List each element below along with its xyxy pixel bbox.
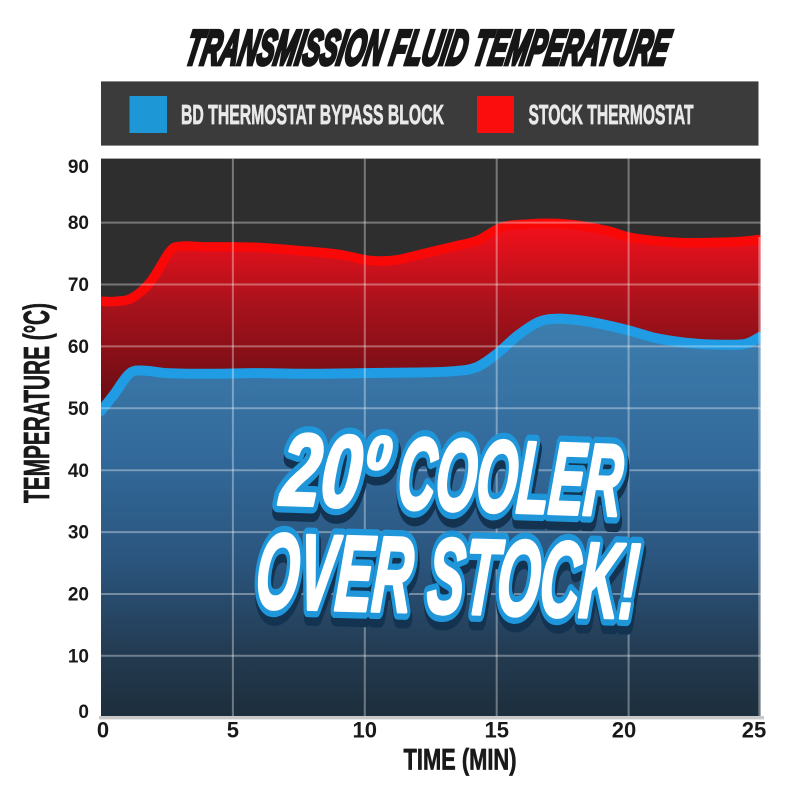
svg-text:40: 40 — [68, 461, 89, 482]
svg-text:20: 20 — [612, 718, 636, 743]
svg-text:0: 0 — [97, 718, 109, 743]
svg-text:0: 0 — [78, 702, 89, 723]
svg-text:OVER STOCK!: OVER STOCK! — [252, 511, 642, 641]
svg-text:COOLER: COOLER — [395, 424, 628, 545]
svg-text:15: 15 — [484, 718, 508, 743]
svg-text:TEMPERATURE (°C): TEMPERATURE (°C) — [16, 303, 57, 503]
svg-text:20: 20 — [276, 413, 366, 529]
svg-text:10: 10 — [68, 646, 89, 667]
svg-text:STOCK THERMOSTAT: STOCK THERMOSTAT — [529, 99, 694, 130]
svg-text:80: 80 — [68, 213, 89, 234]
svg-text:90: 90 — [68, 157, 89, 178]
svg-text:0: 0 — [365, 426, 393, 479]
svg-text:20: 20 — [68, 585, 89, 606]
svg-text:OVER STOCK!: OVER STOCK! — [253, 518, 643, 648]
svg-text:TRANSMISSION FLUID TEMPERATURE: TRANSMISSION FLUID TEMPERATURE — [181, 20, 676, 75]
svg-text:OVER STOCK!: OVER STOCK! — [252, 511, 642, 641]
svg-text:25: 25 — [742, 718, 766, 743]
svg-text:60: 60 — [68, 337, 89, 358]
svg-text:10: 10 — [353, 718, 377, 743]
svg-text:50: 50 — [68, 399, 89, 420]
svg-text:COOLER: COOLER — [394, 417, 627, 538]
svg-text:BD THERMOSTAT BYPASS BLOCK: BD THERMOSTAT BYPASS BLOCK — [181, 99, 444, 130]
svg-text:5: 5 — [227, 718, 239, 743]
svg-text:70: 70 — [68, 275, 89, 296]
svg-text:COOLER: COOLER — [394, 417, 627, 538]
svg-text:TIME (MIN): TIME (MIN) — [404, 744, 517, 777]
svg-text:20: 20 — [276, 413, 366, 529]
svg-text:30: 30 — [68, 523, 89, 544]
svg-text:20: 20 — [277, 420, 367, 536]
